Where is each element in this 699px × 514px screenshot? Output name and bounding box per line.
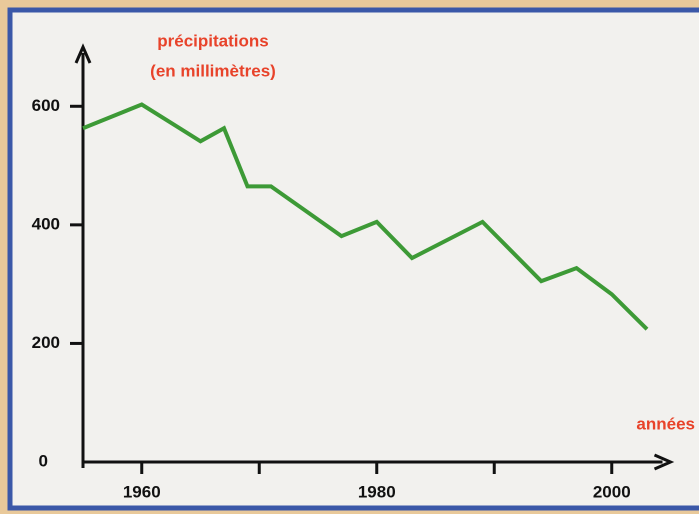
frame — [7, 7, 699, 511]
x-axis-arrow — [653, 453, 675, 471]
y-axis-label: précipitations — [157, 31, 268, 50]
x-tick-label: 1960 — [123, 482, 161, 501]
y-tick-label: 400 — [32, 214, 60, 233]
y-tick-label: 200 — [32, 333, 60, 352]
y-axis-label: (en millimètres) — [150, 61, 276, 80]
y-axis-arrow — [74, 43, 92, 64]
y-tick-label: 600 — [32, 96, 60, 115]
data-line — [82, 102, 649, 331]
x-tick-label: 1980 — [358, 482, 396, 501]
x-tick-label: 2000 — [593, 482, 631, 501]
y-tick-label: 0 — [39, 451, 48, 470]
x-axis-label: années — [636, 414, 695, 433]
